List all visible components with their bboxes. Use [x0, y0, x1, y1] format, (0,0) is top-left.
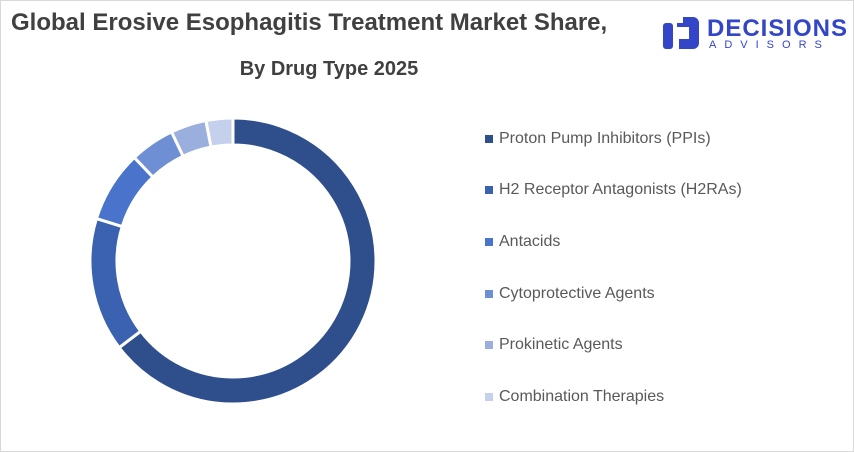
chart-legend: Proton Pump Inhibitors (PPIs) H2 Receptor…	[485, 113, 845, 423]
legend-item: Proton Pump Inhibitors (PPIs)	[485, 113, 845, 165]
chart-subtitle: By Drug Type 2025	[239, 58, 419, 80]
legend-item: Combination Therapies	[485, 371, 845, 423]
donut-slice-h2-receptor-antagonists-h2ras	[88, 216, 143, 350]
chart-title: Global Erosive Esophagitis Treatment Mar…	[11, 9, 608, 36]
legend-swatch	[485, 237, 493, 246]
legend-item: Antacids	[485, 216, 845, 268]
logo-mark-icon	[663, 17, 699, 49]
legend-item: H2 Receptor Antagonists (H2RAs)	[485, 165, 845, 217]
donut-slice-proton-pump-inhibitors-ppis	[117, 116, 378, 406]
legend-label: Antacids	[499, 232, 561, 250]
decisions-advisors-logo: DECISIONS ADVISORS	[661, 13, 851, 55]
donut-slice-combination-therapies	[204, 116, 235, 149]
legend-item: Prokinetic Agents	[485, 319, 845, 371]
legend-swatch	[485, 134, 493, 143]
logo-wordmark: DECISIONS	[707, 15, 849, 42]
legend-label: Combination Therapies	[499, 387, 665, 405]
legend-label: Prokinetic Agents	[499, 336, 623, 354]
legend-label: Cytoprotective Agents	[499, 284, 655, 302]
legend-swatch	[485, 186, 493, 195]
legend-label: H2 Receptor Antagonists (H2RAs)	[499, 181, 742, 199]
legend-swatch	[485, 289, 493, 298]
legend-item: Cytoprotective Agents	[485, 268, 845, 320]
legend-label: Proton Pump Inhibitors (PPIs)	[499, 129, 711, 147]
legend-swatch	[485, 341, 493, 350]
legend-swatch	[485, 392, 493, 401]
logo-subtext: ADVISORS	[709, 39, 830, 51]
